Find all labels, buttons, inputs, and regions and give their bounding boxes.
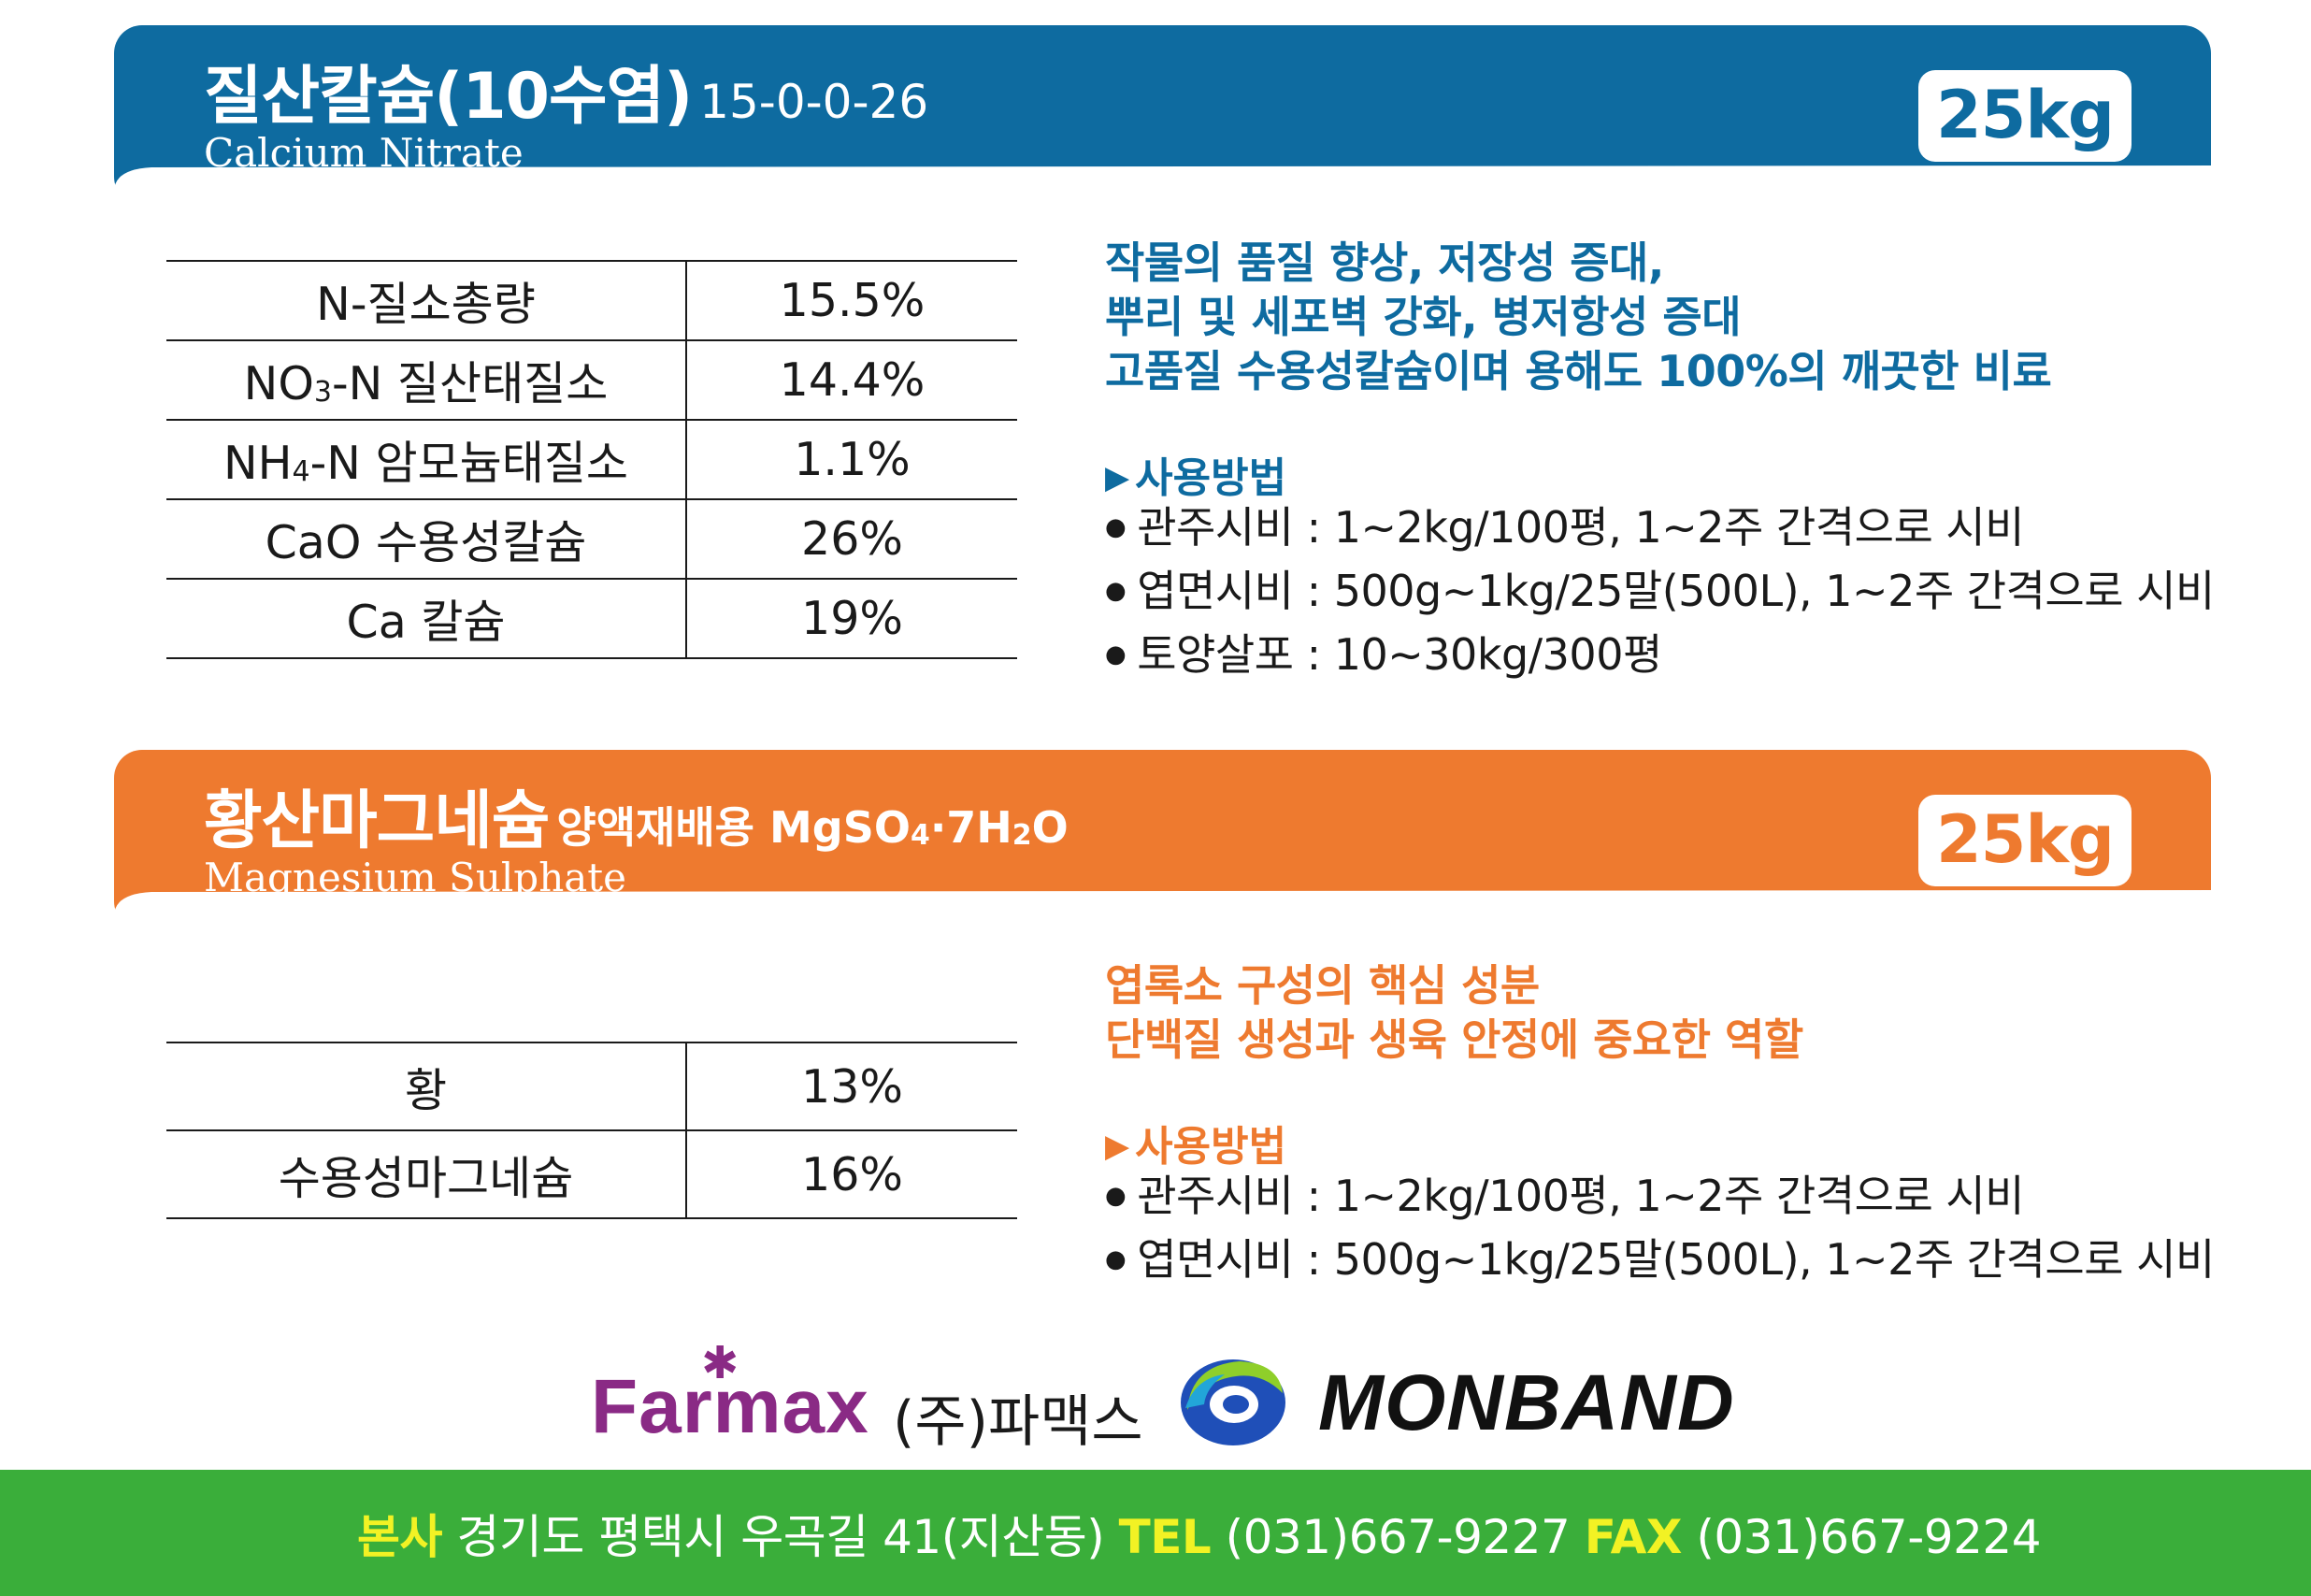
product-name-ko: 황산마그네슘 bbox=[204, 784, 550, 858]
npk-formula: 15-0-0-26 bbox=[699, 75, 929, 129]
component-value: 13% bbox=[686, 1042, 1017, 1131]
product-subtitle: 양액재배용 MgSO4·7H2O bbox=[556, 802, 1069, 853]
description-line: 고품질 수용성칼슘이며 용해도 100%의 깨끗한 비료 bbox=[1105, 346, 2052, 396]
monband-swirl-icon bbox=[1181, 1359, 1285, 1445]
usage-list: 관주시비 : 1~2kg/100평, 1~2주 간격으로 시비 엽면시비 : 5… bbox=[1105, 1164, 2215, 1291]
list-item: 관주시비 : 1~2kg/100평, 1~2주 간격으로 시비 bbox=[1105, 1164, 2215, 1228]
table-row: Ca 칼슘 19% bbox=[166, 578, 1017, 659]
component-name: Ca 칼슘 bbox=[166, 578, 687, 659]
footer-contact-bar: 본사 경기도 평택시 우곡길 41(지산동) TEL (031)667-9227… bbox=[0, 1470, 2311, 1596]
address: 경기도 평택시 우곡길 41(지산동) bbox=[456, 1510, 1105, 1564]
fax-number: (031)667-9224 bbox=[1696, 1510, 2041, 1564]
component-value: 15.5% bbox=[686, 260, 1017, 341]
triangle-bullet-icon: ▶ bbox=[1105, 1128, 1130, 1165]
product-description: 작물의 품질 향상, 저장성 증대, 뿌리 및 세포벽 강화, 병저항성 증대 … bbox=[1105, 236, 2052, 398]
hq-label: 본사 bbox=[357, 1510, 443, 1564]
list-item: 토양살포 : 10~30kg/300평 bbox=[1105, 623, 2215, 686]
component-value: 26% bbox=[686, 498, 1017, 580]
table-row: N-질소총량 15.5% bbox=[166, 260, 1017, 341]
table-row: 수용성마그네슘 16% bbox=[166, 1129, 1017, 1219]
tel-number: (031)667-9227 bbox=[1225, 1510, 1571, 1564]
description-line: 단백질 생성과 생육 안정에 중요한 역할 bbox=[1105, 1014, 1803, 1065]
usage-list: 관주시비 : 1~2kg/100평, 1~2주 간격으로 시비 엽면시비 : 5… bbox=[1105, 496, 2215, 686]
component-value: 19% bbox=[686, 578, 1017, 659]
description-line: 뿌리 및 세포벽 강화, 병저항성 증대 bbox=[1105, 292, 1742, 342]
product-title: 황산마그네슘 양액재배용 MgSO4·7H2O bbox=[204, 769, 1069, 861]
banner-curve-decoration bbox=[114, 890, 2211, 931]
calcium-nitrate-banner: 질산칼슘(10수염) 15-0-0-26 Calcium Nitrate 25kg bbox=[114, 25, 2211, 207]
company-name: (주)파맥스 bbox=[893, 1389, 1143, 1455]
table-row: NO3-N 질산태질소 14.4% bbox=[166, 339, 1017, 421]
product-name-ko: 질산칼슘(10수염) bbox=[204, 60, 693, 134]
description-line: 엽록소 구성의 핵심 성분 bbox=[1105, 960, 1540, 1011]
component-value: 1.1% bbox=[686, 419, 1017, 500]
usage-heading: ▶ 사용방법 bbox=[1105, 1123, 1287, 1171]
table-row: 황 13% bbox=[166, 1042, 1017, 1131]
composition-table: N-질소총량 15.5% NO3-N 질산태질소 14.4% NH4-N 암모늄… bbox=[166, 260, 1017, 659]
fax-label: FAX bbox=[1584, 1510, 1683, 1564]
component-name: N-질소총량 bbox=[166, 260, 687, 341]
triangle-bullet-icon: ▶ bbox=[1105, 459, 1130, 496]
farmax-star-icon: ✱ bbox=[701, 1337, 739, 1389]
component-value: 16% bbox=[686, 1129, 1017, 1219]
magnesium-sulphate-banner: 황산마그네슘 양액재배용 MgSO4·7H2O Magnesium Sulphat… bbox=[114, 750, 2211, 931]
component-name: 수용성마그네슘 bbox=[166, 1129, 687, 1219]
farmax-logo: Farmax bbox=[591, 1364, 869, 1449]
table-row: NH4-N 암모늄태질소 1.1% bbox=[166, 419, 1017, 500]
table-row: CaO 수용성칼슘 26% bbox=[166, 498, 1017, 580]
product-description: 엽록소 구성의 핵심 성분 단백질 생성과 생육 안정에 중요한 역할 bbox=[1105, 958, 1803, 1067]
list-item: 엽면시비 : 500g~1kg/25말(500L), 1~2주 간격으로 시비 bbox=[1105, 559, 2215, 623]
product-title: 질산칼슘(10수염) 15-0-0-26 bbox=[204, 44, 928, 137]
product-name-en: Magnesium Sulphate bbox=[204, 855, 627, 900]
banner-curve-decoration bbox=[114, 165, 2211, 207]
component-name: NH4-N 암모늄태질소 bbox=[166, 419, 687, 500]
brand-logos: ✱ Farmax (주)파맥스 MONBAND bbox=[0, 1328, 2311, 1455]
component-value: 14.4% bbox=[686, 339, 1017, 421]
component-name: CaO 수용성칼슘 bbox=[166, 498, 687, 580]
tel-label: TEL bbox=[1118, 1510, 1212, 1564]
component-name: NO3-N 질산태질소 bbox=[166, 339, 687, 421]
weight-badge: 25kg bbox=[1918, 795, 2132, 886]
component-name: 황 bbox=[166, 1042, 687, 1131]
contact-line: 본사 경기도 평택시 우곡길 41(지산동) TEL (031)667-9227… bbox=[357, 1500, 2041, 1567]
list-item: 엽면시비 : 500g~1kg/25말(500L), 1~2주 간격으로 시비 bbox=[1105, 1228, 2215, 1291]
composition-table: 황 13% 수용성마그네슘 16% bbox=[166, 1042, 1017, 1219]
description-line: 작물의 품질 향상, 저장성 증대, bbox=[1105, 237, 1664, 288]
product-name-en: Calcium Nitrate bbox=[204, 130, 524, 176]
weight-badge: 25kg bbox=[1918, 70, 2132, 162]
monband-logo: MONBAND bbox=[1318, 1359, 1735, 1446]
list-item: 관주시비 : 1~2kg/100평, 1~2주 간격으로 시비 bbox=[1105, 496, 2215, 559]
usage-heading: ▶ 사용방법 bbox=[1105, 454, 1287, 502]
